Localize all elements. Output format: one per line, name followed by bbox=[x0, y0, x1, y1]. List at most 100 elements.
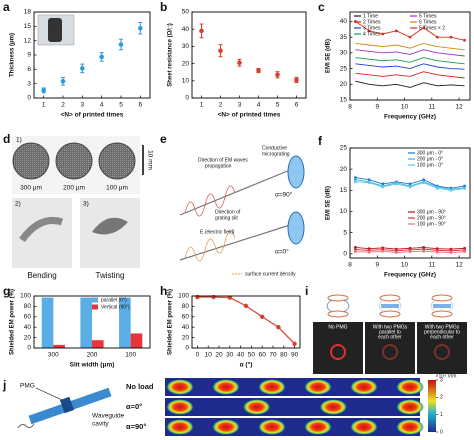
panel-label: j bbox=[2, 378, 6, 392]
annotation: Direction of EM waves bbox=[198, 157, 248, 163]
data-point bbox=[243, 303, 249, 309]
data-point bbox=[381, 182, 385, 186]
x-tick-label: 5 bbox=[119, 102, 123, 109]
x-tick-label: 4 bbox=[100, 102, 104, 109]
data-point bbox=[422, 247, 426, 251]
legend-label: parallel (0°) bbox=[101, 297, 127, 303]
data-point bbox=[354, 180, 357, 184]
data-point bbox=[381, 32, 385, 36]
legend-label: 1 Time bbox=[363, 13, 378, 19]
photo bbox=[12, 198, 72, 268]
coil bbox=[327, 310, 349, 318]
bar bbox=[53, 344, 65, 348]
y-tick-label: 35 bbox=[340, 34, 348, 41]
x-axis-label: Slit width (μm) bbox=[70, 362, 115, 369]
coil bbox=[431, 294, 453, 302]
field-hotspot bbox=[258, 419, 286, 435]
data-point bbox=[118, 42, 124, 47]
photo-label: Twisting bbox=[96, 271, 125, 280]
x-tick-label: 10 bbox=[205, 352, 213, 359]
photo-label: 200 μm bbox=[63, 185, 85, 192]
x-tick-label: 70 bbox=[269, 352, 277, 359]
y-tick-label: 40 bbox=[182, 324, 190, 331]
data-point bbox=[195, 294, 200, 300]
data-point bbox=[435, 186, 439, 190]
annotation: Conductive bbox=[262, 145, 287, 151]
x-tick-label: 1 bbox=[42, 102, 46, 109]
annotation: α=90° bbox=[275, 191, 293, 199]
photo bbox=[365, 322, 415, 374]
field-hotspot bbox=[350, 379, 378, 395]
field-hotspot bbox=[304, 379, 332, 395]
y-tick-label: 40 bbox=[182, 26, 190, 33]
data-point bbox=[227, 295, 232, 300]
y-tick-label: 40 bbox=[340, 18, 348, 25]
y-tick-label: 0 bbox=[185, 95, 189, 102]
y-tick-label: 100 bbox=[20, 293, 31, 300]
cable bbox=[17, 423, 35, 429]
colorbar bbox=[428, 380, 436, 432]
series-line bbox=[355, 57, 465, 65]
x-tick-label: 9 bbox=[375, 262, 379, 269]
colorbar-tick-label: 2 bbox=[440, 395, 443, 401]
data-point bbox=[408, 35, 412, 39]
data-point bbox=[394, 29, 398, 33]
data-point bbox=[138, 25, 143, 31]
x-tick-label: 6 bbox=[295, 102, 299, 109]
pointer bbox=[35, 387, 63, 401]
y-tick-label: 100 bbox=[178, 293, 189, 300]
legend-label: 4 Times bbox=[363, 31, 381, 37]
x-tick-label: 6 bbox=[139, 102, 143, 109]
plot-frame bbox=[349, 147, 471, 259]
x-tick-label: 11 bbox=[428, 262, 435, 269]
micrograting bbox=[287, 155, 305, 189]
pmg bbox=[433, 304, 451, 308]
bent-film bbox=[19, 217, 64, 243]
photo-label: 2) bbox=[15, 201, 21, 208]
wave bbox=[184, 185, 236, 217]
annotation: α=0° bbox=[275, 248, 289, 256]
legend-label: 300 μm - 90° bbox=[417, 209, 446, 215]
data-point bbox=[256, 68, 261, 73]
field-map bbox=[165, 418, 420, 436]
panel-i: i bbox=[305, 284, 308, 298]
y-tick-label: 15 bbox=[24, 23, 32, 30]
data-point bbox=[211, 294, 216, 300]
y-tick-label: 30 bbox=[340, 50, 348, 57]
x-tick-label: 2 bbox=[219, 102, 223, 109]
data-point bbox=[422, 249, 426, 253]
coil bbox=[379, 294, 401, 302]
plot-frame bbox=[191, 11, 307, 99]
coil bbox=[431, 310, 453, 318]
plot-frame bbox=[349, 11, 471, 101]
grating-photo bbox=[12, 142, 50, 180]
legend-label: 3 Times bbox=[363, 25, 381, 31]
data-point bbox=[435, 35, 439, 39]
y-tick-label: 10 bbox=[182, 78, 190, 85]
plot-frame bbox=[191, 295, 301, 349]
data-point bbox=[422, 178, 426, 182]
panel-label: c bbox=[318, 0, 325, 14]
annotation: E (electric field) bbox=[200, 229, 235, 235]
y-tick-label: 0 bbox=[185, 345, 189, 352]
data-point bbox=[394, 251, 398, 254]
y-tick-label: 0 bbox=[27, 95, 31, 102]
data-point bbox=[99, 54, 104, 60]
series-line bbox=[355, 71, 465, 79]
series-line bbox=[355, 49, 465, 57]
photo bbox=[417, 322, 467, 374]
photo-caption: each other bbox=[430, 334, 454, 340]
x-tick-label: 100 bbox=[125, 352, 136, 359]
y-tick-label: 15 bbox=[340, 187, 348, 194]
x-tick-label: 5 bbox=[276, 102, 280, 109]
field-hotspot bbox=[304, 419, 332, 435]
data-point bbox=[463, 250, 466, 254]
y-tick-label: 50 bbox=[182, 9, 190, 16]
field-lines bbox=[378, 299, 402, 313]
x-tick-label: 10 bbox=[401, 262, 409, 269]
legend-label: 100 μm - 0° bbox=[417, 162, 443, 168]
legend-label: Vertical (90°) bbox=[101, 304, 130, 310]
y-tick-label: 60 bbox=[24, 314, 32, 321]
y-tick-label: 9 bbox=[27, 52, 31, 59]
data-point bbox=[354, 176, 357, 180]
